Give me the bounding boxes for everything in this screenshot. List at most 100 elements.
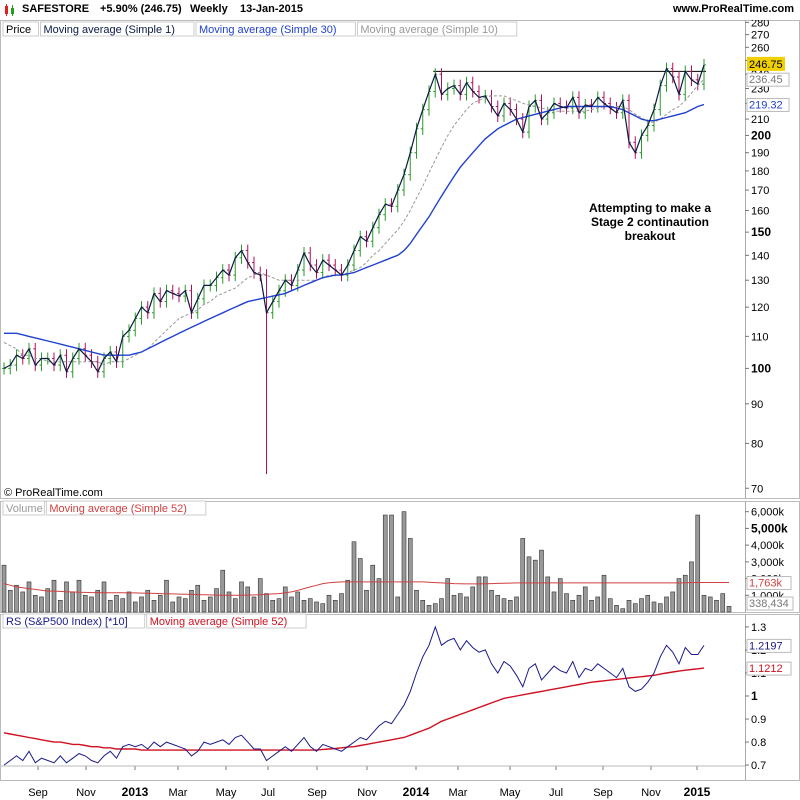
volume-bar — [139, 596, 144, 613]
rs-y-tick-label: 0.9 — [751, 714, 766, 726]
volume-bar — [89, 596, 94, 613]
volume-y-tick-label: 6,000k — [751, 507, 785, 519]
volume-bar — [501, 598, 507, 613]
volume-bar — [382, 514, 388, 613]
volume-bar — [57, 599, 63, 613]
price-last-label: 246.75 — [749, 59, 783, 71]
date-label: 13-Jan-2015 — [240, 3, 303, 15]
x-tick-label: 2013 — [122, 785, 149, 799]
volume-bar — [176, 596, 182, 613]
price-y-tick-label: 270 — [751, 30, 769, 42]
price-y-tick-label: 160 — [751, 205, 769, 217]
period-label: Weekly — [190, 3, 228, 15]
annotation-line: Stage 2 continaution — [591, 215, 709, 229]
rs-panel-frame — [0, 614, 800, 781]
volume-legend-item: Volume — [6, 503, 43, 515]
volume-bar — [207, 596, 213, 613]
volume-bar — [114, 594, 119, 613]
candlestick-icon — [5, 4, 14, 16]
x-tick-label: Sep — [593, 787, 613, 799]
price-y-tick-label: 130 — [751, 275, 769, 287]
price-legend-box — [40, 21, 195, 37]
volume-y-tick-label: 5,000k — [751, 521, 788, 535]
volume-bar — [701, 594, 707, 613]
x-tick-label: Nov — [76, 787, 96, 799]
volume-bar — [126, 591, 132, 613]
volume-bar — [101, 581, 107, 613]
ma1-line — [3, 64, 705, 374]
volume-bar — [95, 589, 101, 613]
volume-bar — [514, 596, 519, 613]
annotation-line: breakout — [625, 229, 676, 243]
price-legend-item: Moving average (Simple 1) — [44, 24, 175, 36]
volume-bar — [539, 549, 544, 613]
volume-bar — [607, 598, 613, 613]
volume-bar — [51, 579, 57, 613]
volume-bar — [314, 601, 319, 613]
volume-bar — [282, 586, 288, 613]
rs-last-label: 1.2197 — [749, 640, 783, 652]
volume-bar — [339, 593, 344, 613]
volume-bar — [389, 514, 394, 613]
x-tick-label: 2014 — [403, 785, 430, 799]
rs-y-tick-label: 1.3 — [751, 622, 766, 634]
rs-legend-item: Moving average (Simple 52) — [150, 616, 288, 628]
volume-bar — [357, 558, 363, 613]
volume-bar — [726, 606, 732, 613]
rs-line — [3, 625, 705, 766]
volume-bar — [570, 599, 576, 613]
volume-bar — [632, 603, 638, 613]
price-last-box — [747, 56, 785, 71]
annotation-line: Attempting to make a — [589, 201, 711, 215]
volume-bar — [239, 581, 244, 613]
price-y-tick-label: 80 — [751, 438, 763, 450]
price-y-tick-label: 70 — [751, 483, 763, 495]
volume-bar — [14, 584, 19, 613]
volume-bar — [695, 514, 701, 613]
ma30-last-box — [746, 97, 790, 112]
volume-bar — [439, 598, 444, 613]
volume-bar — [32, 594, 38, 613]
volume-bar — [157, 594, 163, 613]
volume-bar — [595, 596, 601, 613]
volume-bar — [345, 579, 351, 613]
volume-bar — [7, 589, 13, 613]
volume-bar — [201, 599, 207, 613]
volume-last-label: 338,434 — [749, 598, 789, 610]
volume-bar — [520, 538, 526, 613]
volume-bar — [107, 599, 113, 613]
volume-bar — [132, 601, 138, 613]
x-tick-label: Nov — [641, 787, 661, 799]
ticker-label: SAFESTORE — [22, 3, 90, 15]
site-label: www.ProRealTime.com — [672, 3, 794, 15]
price-y-tick-label: 140 — [751, 250, 769, 262]
volume-bar — [370, 564, 376, 613]
volume-bar — [545, 576, 551, 613]
volume-ma-line — [3, 581, 729, 596]
volume-bar — [582, 586, 588, 613]
volume-bar — [332, 599, 338, 613]
x-tick-label: Mar — [449, 787, 468, 799]
price-y-tick-label: 260 — [751, 42, 769, 54]
volume-bar — [426, 605, 432, 613]
volume-legend-item: Moving average (Simple 52) — [49, 503, 187, 515]
volume-bar — [220, 569, 226, 613]
volume-bar — [651, 601, 657, 613]
volume-bar — [395, 596, 401, 613]
price-panel-frame — [0, 20, 800, 499]
volume-bar — [295, 591, 301, 613]
volume-bar — [551, 591, 557, 613]
price-legend-box — [195, 21, 356, 37]
volume-bar — [82, 594, 88, 613]
volume-bar — [626, 599, 632, 613]
volume-bar — [445, 578, 451, 613]
volume-bar — [189, 589, 194, 613]
ma10-line — [3, 78, 705, 366]
price-y-tick-label: 120 — [751, 302, 769, 314]
volume-bar — [1, 564, 7, 613]
volume-y-tick-label: 4,000k — [751, 540, 785, 552]
price-y-tick-label: 210 — [751, 114, 769, 126]
x-tick-label: 2015 — [684, 785, 711, 799]
volume-bar — [489, 589, 494, 613]
volume-bar — [245, 586, 251, 613]
